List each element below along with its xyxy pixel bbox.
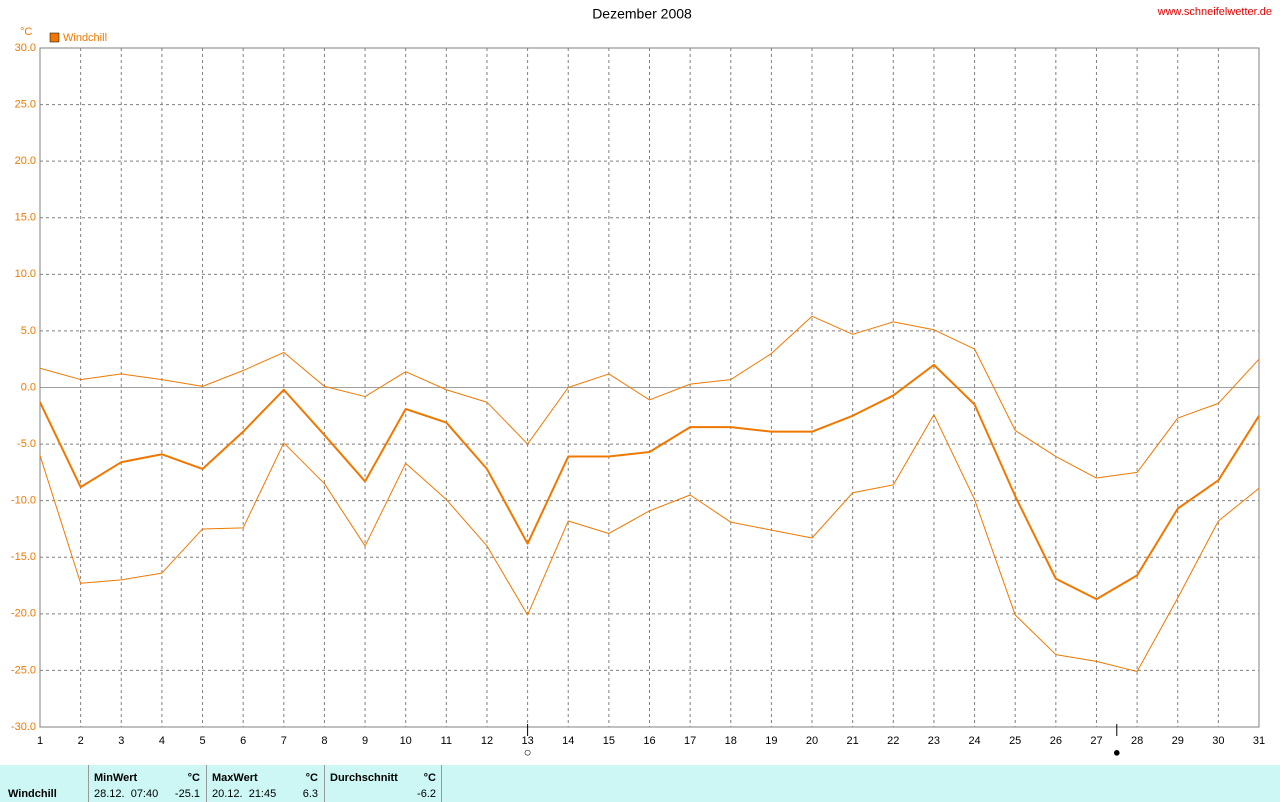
legend-label: Windchill [63, 32, 107, 44]
y-tick-label: 5.0 [21, 325, 36, 337]
chart-title: Dezember 2008 [592, 6, 692, 22]
x-tick-label: 3 [118, 735, 124, 747]
source: www.schneifelwetter.de [1157, 6, 1272, 18]
x-tick-label: 8 [321, 735, 327, 747]
x-tick-label: 5 [199, 735, 205, 747]
table-cell: -6.2 [417, 788, 436, 800]
x-tick-label: 9 [362, 735, 368, 747]
y-tick-label: -10.0 [11, 495, 36, 507]
y-tick-label: 0.0 [21, 381, 36, 393]
y-tick-label: -20.0 [11, 608, 36, 620]
x-tick-label: 13 [521, 735, 533, 747]
x-tick-label: 11 [441, 735, 452, 747]
table-cell: 28.12. 07:40 [94, 788, 159, 800]
table-cell: Windchill [8, 788, 57, 800]
x-tick-label: 16 [643, 735, 655, 747]
table-cell: Durchschnitt [330, 772, 398, 784]
separator [324, 765, 325, 802]
x-tick-label: 2 [78, 735, 84, 747]
x-tick-label: 21 [847, 735, 859, 747]
y-tick-label: 15.0 [15, 212, 36, 224]
data-line [39, 414, 1260, 673]
x-tick-label: 23 [928, 735, 940, 747]
x-tick-label: 19 [765, 735, 777, 747]
plot-frame [39, 47, 1260, 728]
x-tick-label: 31 [1253, 735, 1265, 747]
x-tick-label: 20 [806, 735, 818, 747]
x-tick-label: 18 [725, 735, 737, 747]
table-cell: °C [423, 772, 436, 784]
x-tick-label: 25 [1009, 735, 1021, 747]
legend-swatch [49, 32, 60, 43]
y-tick-label: -15.0 [11, 551, 36, 563]
x-tick-label: 4 [159, 735, 165, 747]
y-tick-label: 10.0 [15, 268, 36, 280]
x-tick-label: 12 [481, 735, 493, 747]
table-cell: °C [305, 772, 318, 784]
x-tick-label: 10 [400, 735, 412, 747]
x-tick-label: 6 [240, 735, 246, 747]
y-tick-label: 20.0 [15, 155, 36, 167]
y-tick-label: 25.0 [15, 98, 36, 110]
x-tick-label: 26 [1050, 735, 1062, 747]
x-tick-label: 28 [1131, 735, 1143, 747]
data-line [39, 315, 1260, 479]
x-tick-label: 30 [1212, 735, 1224, 747]
table-cell: 20.12. 21:45 [212, 788, 277, 800]
y-tick-label: 30.0 [15, 42, 36, 54]
x-tick-label: 15 [603, 735, 615, 747]
y-unit: °C [20, 26, 32, 38]
moon-symbol: ● [1113, 744, 1121, 759]
table-cell: 6.3 [302, 788, 318, 800]
x-tick-label: 22 [887, 735, 899, 747]
y-tick-label: -5.0 [17, 438, 36, 450]
x-tick-label: 17 [684, 735, 696, 747]
x-tick-label: 14 [562, 735, 574, 747]
summary-table: Windchill MinWert °C 28.12. 07:40 -25.1 MaxWe… [0, 765, 1280, 802]
x-tick-label: 24 [968, 735, 980, 747]
y-tick-label: -25.0 [11, 664, 36, 676]
moon-symbol: ○ [524, 744, 532, 759]
separator [206, 765, 207, 802]
separator [88, 765, 89, 802]
data-line [39, 363, 1260, 601]
x-tick-label: 29 [1172, 735, 1184, 747]
chart: Dezember 2008 www.schneifelwetter.de °C … [11, 6, 1272, 760]
y-tick-label: -30.0 [11, 721, 36, 733]
table-cell: °C [187, 772, 200, 784]
x-tick-label: 1 [37, 735, 43, 747]
table-cell: MaxWert [212, 772, 258, 784]
table-cell: -25.1 [174, 788, 200, 800]
x-tick-label: 7 [281, 735, 287, 747]
table-cell: MinWert [94, 772, 138, 784]
separator [441, 765, 442, 802]
x-tick-label: 27 [1090, 735, 1102, 747]
